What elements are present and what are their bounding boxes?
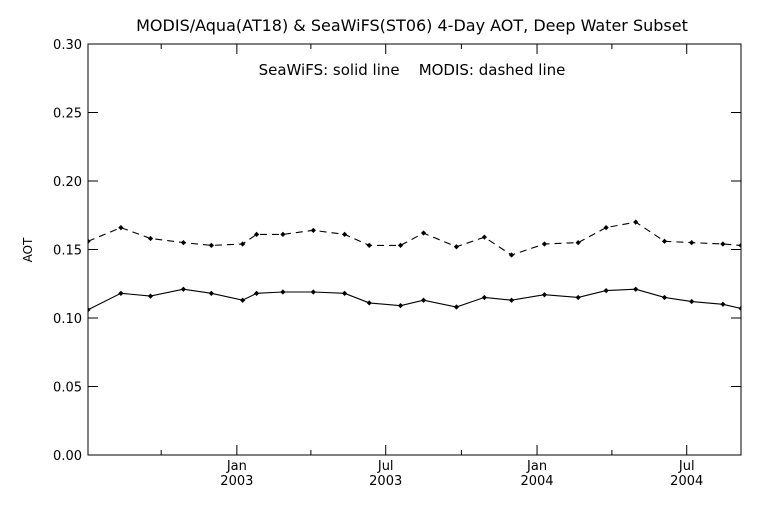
seawifs-data-point xyxy=(751,305,755,309)
modis-data-point xyxy=(397,242,404,249)
modis-data-point xyxy=(541,241,548,247)
modis-series-line xyxy=(88,221,741,256)
seawifs-data-point xyxy=(280,289,286,295)
chart-title: MODIS/Aqua(AT18) & SeaWiFS(ST06) 4-Day A… xyxy=(136,16,688,35)
modis-data-point xyxy=(88,238,91,244)
seawifs-data-point xyxy=(88,307,91,313)
x-tick-year-label: 2004 xyxy=(520,474,553,489)
seawifs-data-point xyxy=(633,286,639,292)
seawifs-data-point xyxy=(239,297,246,303)
series-group xyxy=(88,219,755,313)
y-tick-label: 0.15 xyxy=(53,244,82,259)
seawifs-data-point xyxy=(661,294,668,301)
y-tick-label: 0.10 xyxy=(53,312,82,327)
x-tick-month-label: Jan xyxy=(526,459,547,474)
modis-data-point xyxy=(453,244,460,250)
x-tick-month-label: Jul xyxy=(678,459,695,474)
x-tick-month-label: Jan xyxy=(226,459,247,474)
modis-data-point xyxy=(738,242,741,249)
modis-data-point xyxy=(720,241,726,247)
modis-data-point xyxy=(253,231,260,238)
modis-data-point xyxy=(147,235,154,242)
modis-data-point xyxy=(310,227,316,233)
seawifs-data-point xyxy=(118,290,124,296)
x-tick-year-label: 2004 xyxy=(670,474,703,489)
seawifs-data-point xyxy=(508,297,515,303)
seawifs-data-point xyxy=(310,289,316,295)
seawifs-series-line xyxy=(88,288,741,311)
seawifs-data-point xyxy=(147,293,154,299)
x-tick-month-label: Jul xyxy=(377,459,394,474)
modis-data-point xyxy=(481,234,488,240)
modis-data-point xyxy=(239,241,246,247)
seawifs-data-point xyxy=(366,300,372,306)
seawifs-data-point xyxy=(341,290,348,296)
modis-data-point xyxy=(118,224,124,231)
series-layer xyxy=(88,219,755,313)
modis-data-point xyxy=(751,245,755,249)
modis-data-point xyxy=(366,242,372,249)
seawifs-data-point xyxy=(541,292,548,298)
seawifs-data-point xyxy=(481,294,488,301)
y-tick-label: 0.05 xyxy=(53,381,82,396)
y-tick-label: 0.20 xyxy=(53,175,82,190)
seawifs-data-point xyxy=(208,290,214,296)
modis-data-point xyxy=(420,230,427,236)
legend-annotation: SeaWiFS: solid line MODIS: dashed line xyxy=(259,61,566,79)
y-tick-label: 0.30 xyxy=(53,38,82,53)
seawifs-data-point xyxy=(397,303,404,309)
seawifs-data-point xyxy=(253,290,260,296)
modis-data-point xyxy=(341,231,348,238)
x-tick-year-label: 2003 xyxy=(220,474,253,489)
modis-data-point xyxy=(208,242,214,249)
seawifs-data-point xyxy=(180,286,187,292)
seawifs-data-point xyxy=(689,298,695,305)
seawifs-data-point xyxy=(575,294,581,301)
modis-data-point xyxy=(689,240,695,246)
seawifs-data-point xyxy=(603,287,609,294)
axes-layer: 0.000.050.100.150.200.250.30Jan2003Jul20… xyxy=(53,38,741,489)
modis-data-point xyxy=(508,252,515,258)
y-tick-label: 0.00 xyxy=(53,449,82,464)
seawifs-data-point xyxy=(420,297,427,303)
modis-data-point xyxy=(575,240,581,246)
seawifs-data-point xyxy=(453,304,460,310)
seawifs-data-point xyxy=(720,301,726,307)
modis-data-point xyxy=(603,224,609,231)
x-tick-year-label: 2003 xyxy=(369,474,402,489)
modis-data-point xyxy=(280,231,286,238)
y-axis-label: AOT xyxy=(21,237,35,262)
seawifs-data-point xyxy=(738,305,741,312)
modis-data-point xyxy=(633,219,639,225)
plot-frame xyxy=(87,43,742,456)
modis-data-point xyxy=(661,238,668,244)
y-tick-label: 0.25 xyxy=(53,107,82,122)
modis-data-point xyxy=(180,240,187,246)
